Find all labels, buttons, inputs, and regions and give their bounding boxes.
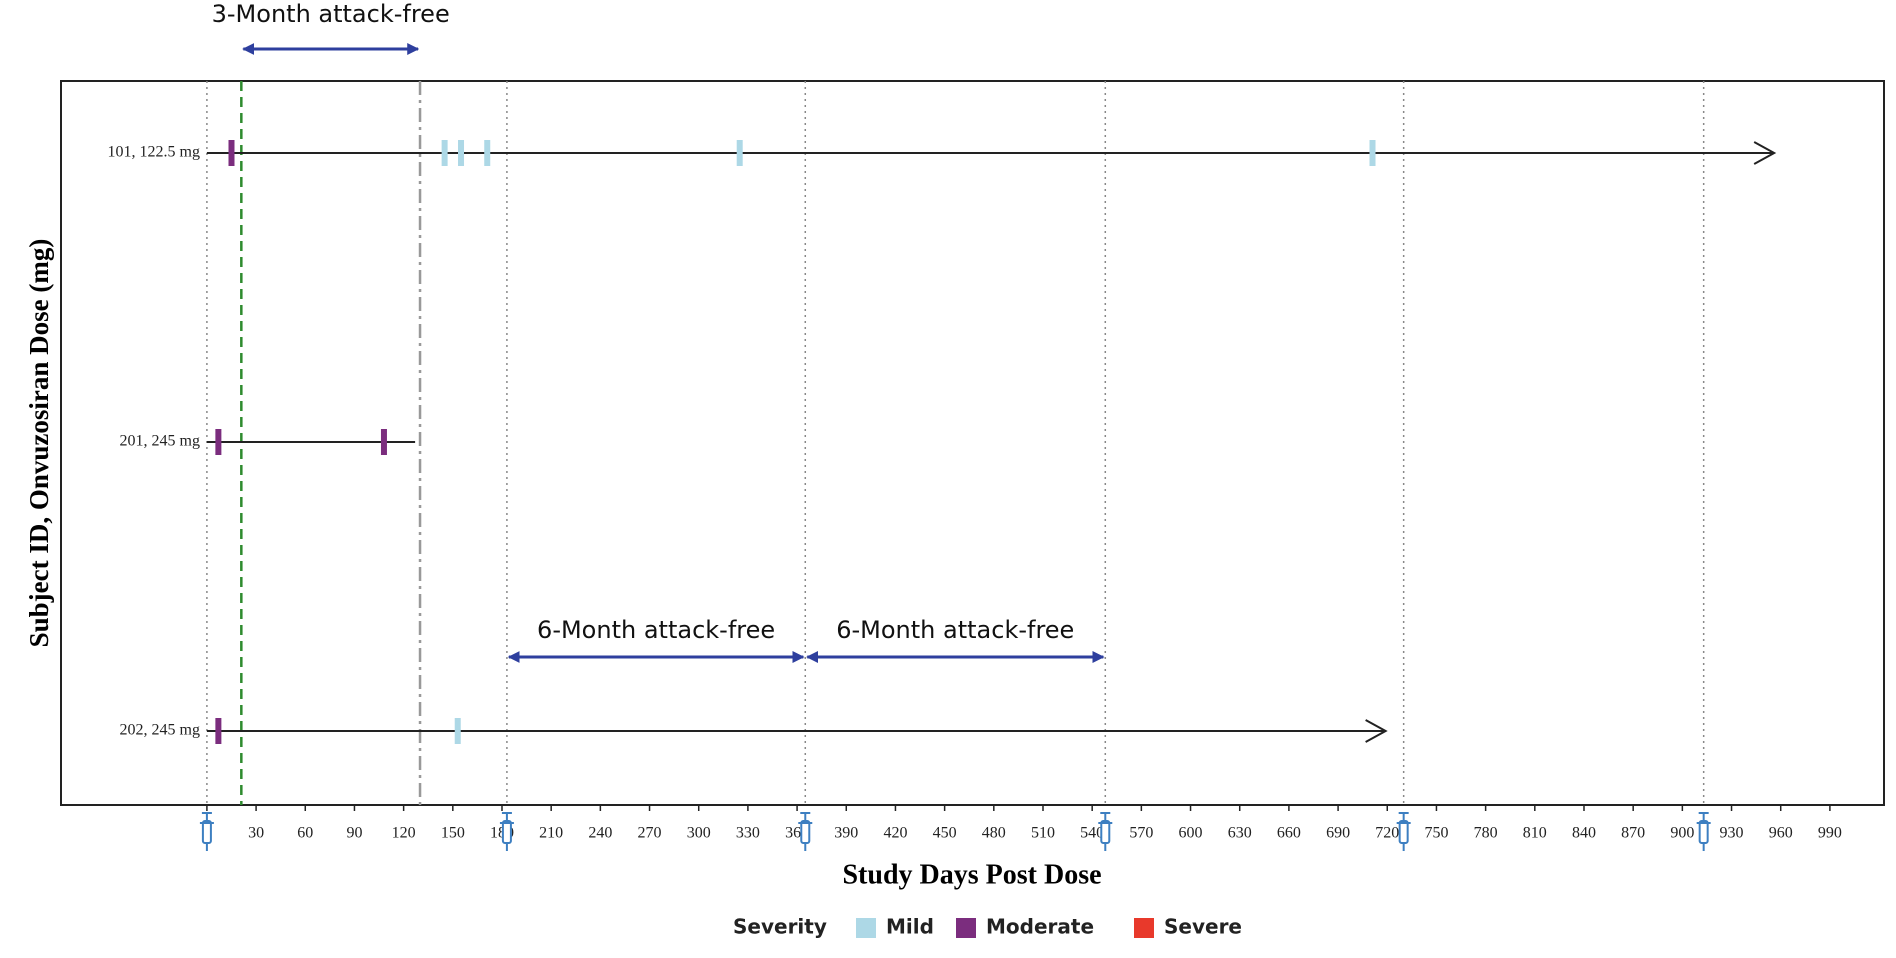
x-tick-label: 300 (687, 825, 711, 842)
x-tick-label: 900 (1670, 825, 1694, 842)
x-tick-label: 990 (1818, 825, 1842, 842)
syringe-barrel (1100, 820, 1111, 844)
x-tick-label: 960 (1769, 825, 1793, 842)
legend-label: Mild (886, 915, 934, 939)
x-tick-label: 420 (883, 825, 907, 842)
syringe-icon (1396, 812, 1411, 851)
ongoing-arrow (1365, 719, 1388, 743)
attack-event (380, 429, 387, 455)
x-tick-label: 660 (1277, 825, 1301, 842)
legend-swatch (1134, 918, 1154, 938)
x-tick-label: 210 (539, 825, 563, 842)
legend-label: Moderate (986, 915, 1094, 939)
x-tick-label: 540 (1080, 825, 1104, 842)
syringe-barrel (501, 820, 512, 844)
x-tick-label: 630 (1228, 825, 1252, 842)
x-tick-label: 390 (834, 825, 858, 842)
attack-event (228, 140, 235, 166)
subject-label: 202, 245 mg (120, 722, 200, 739)
syringe-barrel (1698, 820, 1709, 844)
x-tick-label: 120 (392, 825, 416, 842)
attack-event (1369, 140, 1376, 166)
attack-event (458, 140, 465, 166)
attack-event (215, 718, 222, 744)
attack-event (441, 140, 448, 166)
legend-swatch (956, 918, 976, 938)
syringe-icon (199, 812, 214, 851)
x-tick-label: 690 (1326, 825, 1350, 842)
subject-label: 201, 245 mg (120, 433, 200, 450)
x-tick-label: 480 (982, 825, 1006, 842)
subject-label: 101, 122.5 mg (108, 144, 200, 161)
x-tick-label: 870 (1621, 825, 1645, 842)
x-tick-label: 840 (1572, 825, 1596, 842)
attack-event (484, 140, 491, 166)
x-tick-label: 930 (1720, 825, 1744, 842)
x-tick-label: 60 (297, 825, 313, 842)
annotation-text: 6-Month attack-free (836, 616, 1074, 644)
syringe-barrel (201, 820, 212, 844)
x-tick-label: 90 (346, 825, 362, 842)
syringe-barrel (1398, 820, 1409, 844)
syringe-icon (499, 812, 514, 851)
x-tick-label: 720 (1375, 825, 1399, 842)
ongoing-arrow (1753, 141, 1777, 165)
x-tick-label: 780 (1474, 825, 1498, 842)
attack-event (736, 140, 743, 166)
x-tick-label: 150 (441, 825, 465, 842)
attack-event (215, 429, 222, 455)
x-tick-label: 330 (736, 825, 760, 842)
x-tick-label: 30 (248, 825, 264, 842)
x-tick-label: 570 (1129, 825, 1153, 842)
syringe-icon (1696, 812, 1711, 851)
syringe-icon (798, 812, 813, 851)
syringe-icon (1098, 812, 1113, 851)
x-tick-label: 750 (1424, 825, 1448, 842)
annotation-text: 6-Month attack-free (537, 616, 775, 644)
x-tick-label: 810 (1523, 825, 1547, 842)
legend-title: Severity (733, 915, 827, 939)
annotation-text: 3-Month attack-free (212, 0, 450, 28)
legend-label: Severe (1164, 915, 1242, 939)
attack-event (454, 718, 461, 744)
plot-frame (60, 80, 1885, 806)
x-tick-label: 450 (933, 825, 957, 842)
x-tick-label: 510 (1031, 825, 1055, 842)
x-tick-label: 600 (1179, 825, 1203, 842)
x-tick-label: 270 (638, 825, 662, 842)
syringe-barrel (800, 820, 811, 844)
y-axis-title: Subject ID, Onvuzosiran Dose (mg) (24, 239, 54, 648)
legend-swatch (856, 918, 876, 938)
x-tick-label: 240 (588, 825, 612, 842)
x-axis-title: Study Days Post Dose (842, 859, 1101, 890)
